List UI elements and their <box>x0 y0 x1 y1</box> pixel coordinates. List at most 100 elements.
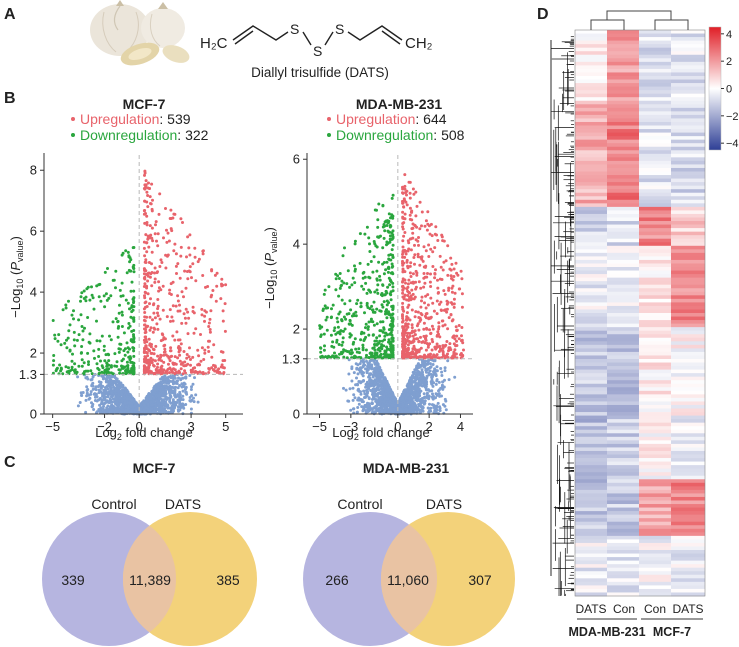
volcano-point-up <box>146 359 150 363</box>
volcano-point-ns <box>359 359 363 363</box>
volcano-point-down <box>131 346 135 350</box>
volcano-point-ns <box>381 391 385 395</box>
volcano-point-down <box>353 239 357 243</box>
volcano-point-down <box>361 271 365 275</box>
volcano-point-down <box>385 308 388 312</box>
volcano-point-up <box>169 208 173 212</box>
volcano-point-up <box>213 273 217 277</box>
volcano-point-down <box>391 229 395 233</box>
volcano-point-up <box>178 276 182 280</box>
volcano-point-ns <box>366 364 370 368</box>
volcano-point-up <box>171 361 175 365</box>
volcano-point-up <box>220 277 224 281</box>
volcano-point-ns <box>366 401 369 405</box>
volcano-point-down <box>81 329 85 333</box>
volcano-point-ns <box>347 372 351 376</box>
volcano-point-ns <box>402 390 406 393</box>
volcano-point-down <box>386 285 390 289</box>
volcano-point-up <box>406 282 410 286</box>
volcano-point-down <box>335 340 339 344</box>
volcano-point-down <box>90 285 93 289</box>
volcano-point-down <box>124 249 128 253</box>
dats-structure <box>232 25 403 46</box>
volcano-point-down <box>391 336 395 340</box>
volcano-point-up <box>401 345 405 349</box>
volcano-point-up <box>437 327 441 331</box>
volcano-point-up <box>143 331 147 335</box>
volcano-point-down <box>64 306 68 310</box>
volcano-point-down <box>331 340 335 344</box>
volcano-point-up <box>176 294 180 298</box>
volcano-point-down <box>352 312 356 316</box>
volcano-point-down <box>73 344 77 348</box>
volcano-y-tick-label: 0 <box>30 407 37 422</box>
volcano-point-ns <box>404 397 407 401</box>
volcano-point-down <box>365 291 369 295</box>
volcano-point-down <box>381 246 385 250</box>
volcano-point-down <box>372 300 376 304</box>
volcano-point-ns <box>365 371 369 375</box>
volcano-point-up <box>431 265 435 268</box>
volcano-point-ns <box>85 389 89 392</box>
volcano-point-up <box>149 236 152 240</box>
volcano-point-down <box>389 327 393 331</box>
volcano-point-ns <box>415 406 419 410</box>
volcano-point-ns <box>418 398 422 402</box>
volcano-point-up <box>435 334 439 338</box>
volcano-point-up <box>438 254 442 258</box>
volcano-point-ns <box>168 396 172 400</box>
volcano-point-up <box>156 304 160 308</box>
volcano-point-up <box>189 363 192 367</box>
volcano-point-up <box>450 262 454 266</box>
volcano-point-down <box>390 325 394 329</box>
volcano-point-ns <box>107 390 110 394</box>
volcano-point-up <box>401 216 405 220</box>
volcano-point-up <box>418 263 422 267</box>
volcano-point-up <box>149 233 153 237</box>
volcano-point-down <box>95 362 99 366</box>
volcano-point-up <box>182 364 186 368</box>
volcano-point-up <box>453 291 457 295</box>
volcano-point-ns <box>438 409 442 413</box>
volcano-point-down <box>375 307 379 311</box>
volcano-point-up <box>425 312 429 315</box>
volcano-point-ns <box>128 401 132 405</box>
volcano-point-up <box>459 269 463 273</box>
volcano-point-up <box>408 180 412 184</box>
volcano-point-up <box>153 280 157 284</box>
volcano-point-down <box>384 312 387 316</box>
volcano-point-ns <box>425 380 429 384</box>
volcano-point-down <box>343 246 346 250</box>
volcano-point-up <box>401 268 405 272</box>
volcano-point-up <box>197 257 201 261</box>
volcano-point-ns <box>134 408 137 412</box>
volcano-point-up <box>170 229 174 233</box>
volcano-point-down <box>338 286 342 290</box>
volcano-point-up <box>407 278 411 282</box>
volcano-point-down <box>131 316 135 320</box>
volcano-point-down <box>56 339 60 343</box>
volcano-point-ns <box>89 390 93 394</box>
volcano-point-up <box>430 324 434 328</box>
volcano-point-down <box>377 202 381 206</box>
volcano-point-up <box>198 370 202 374</box>
volcano-point-up <box>223 302 227 306</box>
volcano-point-up <box>157 280 161 284</box>
volcano-point-ns <box>363 363 367 367</box>
volcano-point-up <box>171 304 175 308</box>
volcano-point-up <box>145 223 149 227</box>
volcano-point-ns <box>407 381 411 385</box>
volcano-point-up <box>429 352 432 356</box>
volcano-point-ns <box>351 386 355 390</box>
volcano-point-down <box>324 318 328 322</box>
volcano-point-up <box>410 308 414 312</box>
volcano-point-ns <box>435 393 439 397</box>
volcano-point-up <box>425 326 428 330</box>
volcano-point-up <box>203 319 206 323</box>
volcano-point-up <box>143 171 147 175</box>
volcano-point-ns <box>160 376 164 380</box>
volcano-point-up <box>151 198 154 202</box>
volcano-point-down <box>391 308 395 312</box>
